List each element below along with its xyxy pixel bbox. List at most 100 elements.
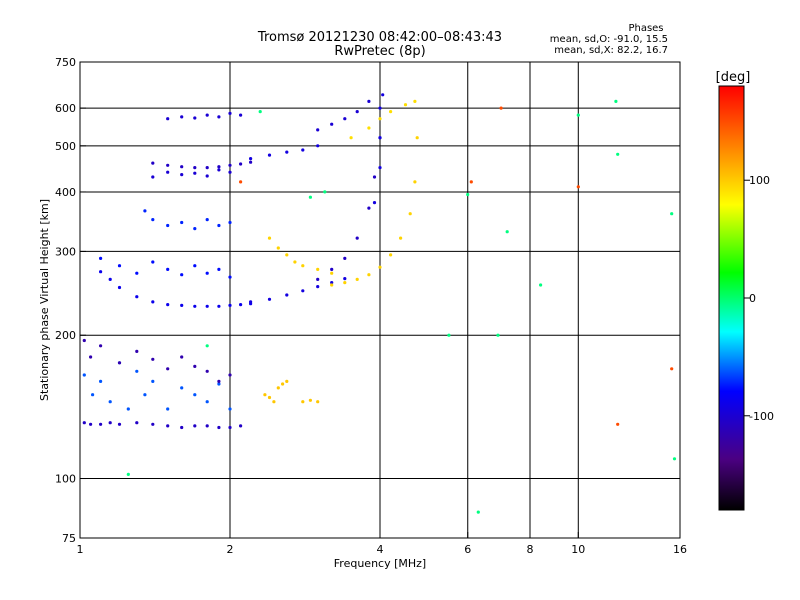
y-axis: 75 100 200 300 400 500 600 750	[55, 56, 86, 545]
data-point	[670, 367, 674, 371]
data-point	[408, 212, 412, 216]
data-point	[367, 126, 371, 130]
y-tick-label: 400	[55, 186, 76, 199]
data-point	[249, 160, 253, 164]
data-point	[378, 117, 382, 121]
data-point	[293, 260, 297, 264]
data-point	[193, 116, 197, 120]
data-point	[301, 148, 305, 152]
data-point	[316, 400, 320, 404]
data-point	[330, 122, 334, 126]
data-point	[193, 364, 197, 368]
data-point	[413, 99, 417, 103]
data-point	[285, 150, 289, 154]
data-point	[469, 180, 473, 184]
data-point	[117, 264, 122, 268]
data-point	[205, 271, 209, 275]
data-point	[166, 170, 170, 174]
data-point	[166, 424, 170, 428]
data-point	[263, 393, 267, 397]
data-point	[205, 166, 209, 170]
data-point	[180, 355, 184, 359]
data-point	[228, 303, 232, 307]
data-point	[151, 422, 155, 426]
data-point	[466, 192, 470, 197]
data-point	[281, 382, 285, 386]
legend-line-o: mean, sd,O: -91.0, 15.5	[550, 34, 668, 45]
data-point	[166, 117, 170, 121]
data-point	[108, 421, 112, 425]
data-point	[228, 373, 232, 377]
data-point	[267, 297, 272, 301]
data-point	[499, 106, 503, 110]
data-point	[99, 344, 103, 348]
data-point	[126, 407, 130, 411]
data-point	[343, 277, 347, 281]
data-point	[616, 152, 620, 156]
data-point	[205, 424, 209, 428]
data-point	[672, 457, 677, 461]
data-point	[367, 99, 371, 103]
data-point	[239, 162, 243, 166]
data-point	[372, 201, 377, 205]
data-point	[205, 113, 209, 117]
data-point	[126, 472, 130, 476]
data-point	[151, 218, 155, 222]
data-point	[316, 128, 320, 132]
data-point	[217, 379, 221, 383]
data-point	[228, 407, 232, 411]
y-tick-label: 600	[55, 102, 76, 115]
data-point	[285, 253, 289, 257]
data-point	[228, 170, 232, 174]
data-point	[228, 425, 232, 430]
data-point	[316, 267, 320, 271]
data-point	[372, 175, 377, 179]
data-point	[89, 422, 93, 426]
data-point	[180, 220, 184, 225]
data-point	[166, 223, 170, 228]
data-point	[135, 295, 139, 299]
data-point	[301, 289, 305, 293]
data-point	[217, 223, 221, 228]
y-tick-label: 200	[55, 329, 76, 342]
data-point	[378, 265, 382, 269]
data-point	[308, 398, 312, 402]
data-point	[217, 267, 221, 271]
data-point	[99, 379, 103, 383]
data-point	[316, 144, 320, 148]
grid-lines	[80, 62, 680, 538]
x-tick-label: 8	[527, 543, 534, 556]
data-point	[108, 277, 112, 281]
data-point	[355, 277, 359, 281]
chart-title: Tromsø 20121230 08:42:00–08:43:43	[257, 30, 502, 45]
data-point	[389, 253, 393, 257]
data-point	[301, 400, 305, 404]
data-point	[378, 106, 382, 110]
colorbar-label: [deg]	[716, 70, 751, 85]
data-point	[166, 163, 170, 167]
data-point	[539, 283, 543, 287]
data-point	[349, 136, 353, 140]
data-point	[249, 300, 253, 304]
data-point	[239, 113, 243, 117]
data-point	[476, 510, 480, 514]
data-point	[180, 173, 184, 177]
data-point	[343, 256, 347, 260]
data-point	[89, 355, 93, 359]
data-point	[117, 285, 122, 290]
data-point	[381, 93, 385, 97]
x-tick-label: 10	[571, 543, 585, 556]
data-point	[205, 344, 209, 348]
data-point	[193, 424, 197, 428]
data-point	[249, 157, 253, 161]
data-point	[151, 161, 155, 165]
data-point	[330, 283, 334, 287]
data-point	[576, 113, 580, 117]
x-tick-label: 16	[673, 543, 687, 556]
data-point	[228, 163, 232, 167]
data-point	[135, 421, 139, 425]
data-point	[670, 212, 674, 216]
data-point	[193, 264, 197, 268]
data-point	[180, 386, 184, 390]
